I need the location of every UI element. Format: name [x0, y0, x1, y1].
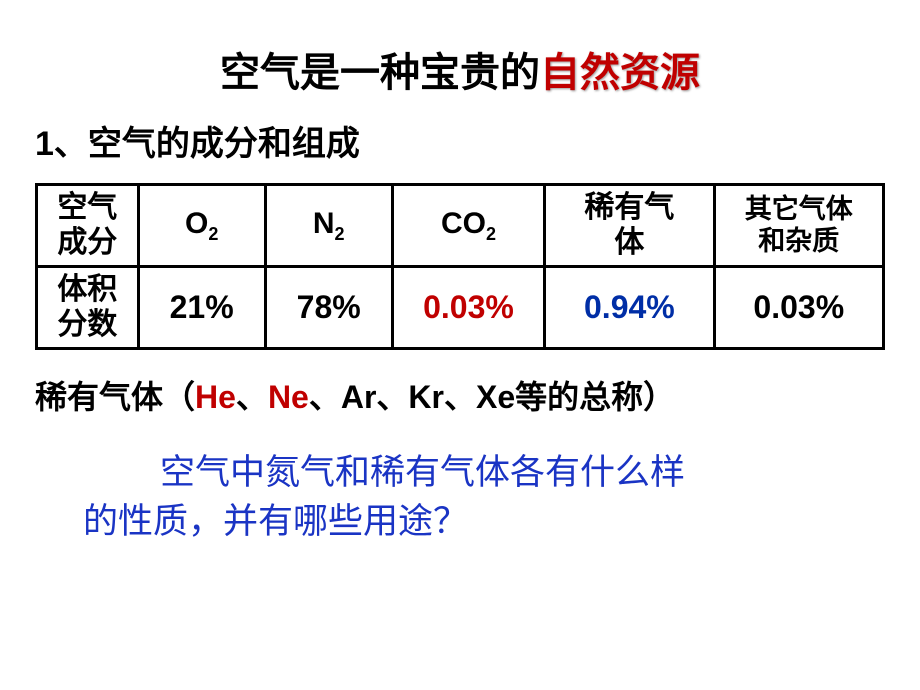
value-co2: 0.03% [392, 267, 544, 349]
col-header-noble: 稀有气体 [545, 185, 714, 267]
col-header-n2: N2 [265, 185, 392, 267]
question-line2: 的性质，并有哪些用途？ [83, 497, 468, 546]
note-ne: Ne [268, 379, 309, 415]
page-title: 空气是一种宝贵的自然资源 [35, 40, 885, 98]
row-header-fraction: 体积分数 [37, 267, 139, 349]
col-header-o2: O2 [138, 185, 265, 267]
note-pre: 稀有气体（ [35, 379, 195, 415]
title-part2: 自然资源 [540, 51, 700, 95]
table-header-row: 空气成分 O2 N2 CO2 稀有气体 其它气体和杂质 [37, 185, 884, 267]
noble-gas-note: 稀有气体（He、Ne、Ar、Kr、Xe等的总称） [35, 372, 885, 418]
value-o2: 21% [138, 267, 265, 349]
note-he: He [195, 379, 236, 415]
question-text: 空气中氮气和稀有气体各有什么样 的性质，并有哪些用途？ [35, 448, 885, 546]
note-sep2: 、 [309, 379, 341, 415]
composition-table: 空气成分 O2 N2 CO2 稀有气体 其它气体和杂质 体积分数 21% 78%… [35, 183, 885, 350]
section-heading-1: 1、空气的成分和组成 [35, 116, 885, 165]
note-rest: Ar、Kr、Xe等的总称） [341, 379, 675, 415]
value-noble: 0.94% [545, 267, 714, 349]
slide-content: 空气是一种宝贵的自然资源 1、空气的成分和组成 空气成分 O2 N2 CO2 稀… [0, 0, 920, 546]
question-line1: 空气中氮气和稀有气体各有什么样 [160, 453, 685, 492]
note-sep1: 、 [236, 379, 268, 415]
title-part1: 空气是一种宝贵的 [220, 51, 540, 95]
value-n2: 78% [265, 267, 392, 349]
value-other: 0.03% [714, 267, 883, 349]
col-header-other: 其它气体和杂质 [714, 185, 883, 267]
table-value-row: 体积分数 21% 78% 0.03% 0.94% 0.03% [37, 267, 884, 349]
col-header-co2: CO2 [392, 185, 544, 267]
row-header-component: 空气成分 [37, 185, 139, 267]
